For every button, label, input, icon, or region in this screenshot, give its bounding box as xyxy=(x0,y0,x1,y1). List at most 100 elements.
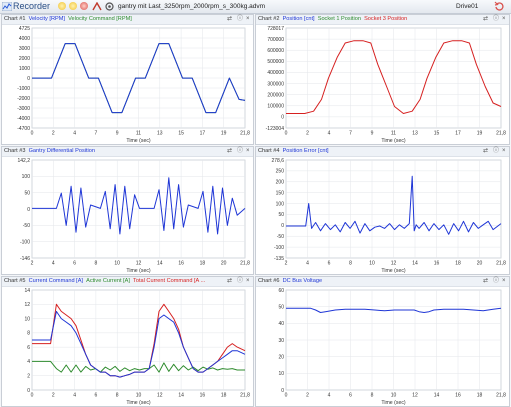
x-tick-label: 0 xyxy=(285,393,288,399)
sun-icon[interactable] xyxy=(58,2,66,10)
drive-name: Drive01 xyxy=(456,3,479,10)
y-tick-label: 4 xyxy=(27,359,30,365)
link-icon[interactable]: ⇄ xyxy=(227,148,233,154)
y-tick-label: 3000 xyxy=(19,46,30,52)
chart-legend: Chart #6 DC Bus Voltage xyxy=(258,277,322,286)
y-tick-label: -4700 xyxy=(17,126,30,132)
legend-item[interactable]: DC Bus Voltage xyxy=(282,278,323,284)
y-tick-label: -146 xyxy=(20,256,30,262)
close-icon[interactable]: × xyxy=(246,16,250,22)
x-tick-label: 0 xyxy=(285,131,288,137)
link-icon[interactable]: ⇄ xyxy=(227,16,233,22)
chart-number: Chart #6 xyxy=(258,278,280,284)
y-tick-label: 12 xyxy=(24,302,30,308)
close-icon[interactable]: × xyxy=(246,148,250,154)
y-tick-label: 4000 xyxy=(19,36,30,42)
y-tick-label: 142,2 xyxy=(17,158,30,164)
legend-item[interactable]: Velocity Command [RPM] xyxy=(68,16,132,22)
legend-item[interactable]: Position [cnt] xyxy=(282,16,315,22)
y-tick-label: 2 xyxy=(27,374,30,380)
x-tick-label: 2 xyxy=(52,131,55,137)
x-tick-label: 21,8 xyxy=(496,131,506,137)
settings-icon[interactable] xyxy=(104,1,115,12)
legend-item[interactable]: Total Current Command [A ... xyxy=(133,278,206,284)
legend-item[interactable]: Current Command [A] xyxy=(28,278,83,284)
close-icon[interactable]: × xyxy=(246,278,250,284)
legend-item[interactable]: Active Current [A] xyxy=(86,278,130,284)
y-tick-label: 4725 xyxy=(19,26,30,32)
trigger-icon[interactable] xyxy=(92,2,102,11)
y-tick-label: 10 xyxy=(24,316,30,322)
y-tick-label: 14 xyxy=(24,288,30,294)
x-tick-label: 2 xyxy=(52,393,55,399)
x-tick-label: 12 xyxy=(157,393,163,399)
chart-number: Chart #1 xyxy=(4,16,26,22)
y-tick-label: 0 xyxy=(27,76,30,82)
info-icon[interactable]: ⓘ xyxy=(237,278,244,284)
info-icon[interactable]: ⓘ xyxy=(237,16,244,22)
x-tick-label: 4 xyxy=(73,393,76,399)
y-tick-label: 0 xyxy=(281,223,284,229)
x-tick-label: 0 xyxy=(31,131,34,137)
x-tick-label: 2 xyxy=(285,261,288,267)
x-axis-label: Time (sec) xyxy=(126,138,151,144)
series-line xyxy=(32,360,245,373)
legend-item[interactable]: Position Error [cnt] xyxy=(282,148,329,154)
x-tick-label: 0 xyxy=(31,393,34,399)
link-icon[interactable]: ⇄ xyxy=(227,278,233,284)
x-tick-label: 8 xyxy=(116,393,119,399)
legend-item[interactable]: Socket 3 Position xyxy=(364,16,408,22)
sun-icon[interactable] xyxy=(69,2,77,10)
info-icon[interactable]: ⓘ xyxy=(237,148,244,154)
chart-plot: 14 12 10 8 6 4 2 00 2 4 6 8 10 12 14 16 18 21,8 Time (sec) xyxy=(24,288,250,406)
x-axis-label: Time (sec) xyxy=(126,400,151,406)
legend-item[interactable]: Gantry Differential Position xyxy=(28,148,96,154)
x-tick-label: 6 xyxy=(328,261,331,267)
x-tick-label: 17 xyxy=(455,131,461,137)
x-tick-label: 8 xyxy=(349,261,352,267)
info-icon[interactable]: ⓘ xyxy=(493,148,500,154)
close-icon[interactable]: × xyxy=(502,148,506,154)
record-icon[interactable] xyxy=(80,2,88,10)
y-tick-label: 0 xyxy=(27,207,30,213)
y-tick-label: -50 xyxy=(23,223,30,229)
y-tick-label: 400000 xyxy=(267,70,284,76)
series-line xyxy=(286,40,502,114)
series-line xyxy=(32,310,246,378)
legend-item[interactable]: Velocity [RPM] xyxy=(28,16,65,22)
info-icon[interactable]: ⓘ xyxy=(493,16,500,22)
x-tick-label: 15 xyxy=(434,131,440,137)
chart-plot: 60 50 40 30 20 10 00 2 4 6 8 10 12 14 16 18 21,8 Time (se… xyxy=(278,288,506,406)
chart-panel-3: Chart #3 Gantry Differential Position ⇄ ⓘ ×… xyxy=(1,146,254,275)
x-tick-label: 18 xyxy=(455,261,461,267)
y-tick-label: 300000 xyxy=(267,81,284,87)
chart-panel-header: Chart #5 Current Command [A] Active Curr… xyxy=(2,277,253,287)
y-tick-label: 100000 xyxy=(267,104,284,110)
x-tick-label: 4 xyxy=(52,261,55,267)
x-tick-label: 8 xyxy=(371,393,374,399)
close-icon[interactable]: × xyxy=(502,278,506,284)
x-tick-label: 20 xyxy=(221,261,227,267)
link-icon[interactable]: ⇄ xyxy=(483,16,489,22)
x-tick-label: 10 xyxy=(369,261,375,267)
chart-panel-1: Chart #1 Velocity [RPM] Velocity Command… xyxy=(1,14,254,145)
recording-filename: gantry mit Last_3250rpm_2000rpm_s_300kg.… xyxy=(118,3,266,10)
x-tick-label: 14 xyxy=(434,393,440,399)
chart-legend: Chart #5 Current Command [A] Active Curr… xyxy=(4,277,205,286)
legend-item[interactable]: Socket 1 Position xyxy=(317,16,361,22)
x-tick-label: 9 xyxy=(371,131,374,137)
x-tick-label: 14 xyxy=(178,393,184,399)
x-tick-label: 12 xyxy=(412,393,418,399)
x-tick-label: 19 xyxy=(477,131,483,137)
info-icon[interactable]: ⓘ xyxy=(493,278,500,284)
link-icon[interactable]: ⇄ xyxy=(483,148,489,154)
x-tick-label: 2 xyxy=(306,131,309,137)
x-tick-label: 11 xyxy=(136,131,141,137)
link-icon[interactable]: ⇄ xyxy=(483,278,489,284)
refresh-icon[interactable] xyxy=(494,1,505,12)
series-line xyxy=(32,43,246,114)
chart-panel-5: Chart #5 Current Command [A] Active Curr… xyxy=(1,276,254,407)
y-tick-label: 250 xyxy=(276,169,285,175)
close-icon[interactable]: × xyxy=(502,16,506,22)
y-tick-label: 50 xyxy=(278,212,284,218)
